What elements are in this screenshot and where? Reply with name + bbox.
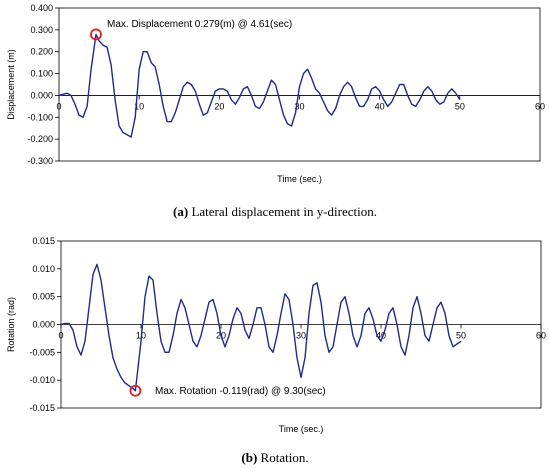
y-tick-label: 0.015 [32, 236, 55, 246]
caption-a-label: (a) [173, 204, 189, 219]
x-tick-label: 0 [58, 331, 63, 341]
x-tick-label: 30 [296, 331, 306, 341]
max-annotation: Max. Rotation -0.119(rad) @ 9.30(sec) [155, 386, 326, 397]
y-tick-label: -0.005 [29, 347, 55, 357]
y-axis-label: Displacement (m) [6, 49, 16, 120]
y-tick-label: -0.300 [27, 156, 53, 166]
y-tick-label: 0.300 [30, 25, 53, 35]
y-axis-label: Rotation (rad) [6, 297, 16, 352]
y-tick-label: -0.015 [29, 403, 55, 413]
y-tick-label: 0.000 [30, 90, 53, 100]
caption-a: (a) Lateral displacement in y-direction. [0, 204, 550, 220]
chart-a: 0.400 0.300 0.200 0.100 0.000 -0.100 -0.200 -0.… [6, 3, 545, 184]
caption-b-label: (b) [241, 450, 258, 465]
x-tick-label: 0 [56, 101, 61, 111]
x-tick-label: 30 [294, 101, 304, 111]
series-line [58, 33, 461, 138]
y-tick-label: 0.010 [32, 264, 55, 274]
y-tick-label: 0.200 [30, 47, 53, 57]
max-marker [90, 28, 102, 41]
caption-a-text: Lateral displacement in y-direction. [191, 204, 377, 219]
y-tick-label: 0.100 [30, 69, 53, 79]
x-tick-label: 40 [375, 101, 385, 111]
x-tick-label: 50 [456, 331, 466, 341]
y-tick-label: 0.000 [32, 320, 55, 330]
series-line [60, 263, 462, 392]
y-tick-label: 0.400 [30, 3, 53, 13]
y-tick-label: -0.010 [29, 375, 55, 385]
y-tick-label: -0.100 [27, 112, 53, 122]
caption-b-text: Rotation. [260, 450, 309, 465]
x-tick-label: 20 [214, 101, 224, 111]
x-tick-label: 40 [376, 331, 386, 341]
x-tick-label: 10 [134, 101, 144, 111]
x-tick-label: 60 [536, 331, 546, 341]
max-marker [129, 384, 142, 397]
y-tick-label: -0.200 [27, 134, 53, 144]
y-tick-label: 0.005 [32, 292, 55, 302]
plot-frame [58, 7, 541, 162]
x-axis-label: Time (sec.) [279, 424, 324, 434]
caption-b: (b) Rotation. [0, 450, 550, 466]
x-axis-label: Time (sec.) [277, 174, 322, 184]
x-tick-label: 60 [535, 101, 545, 111]
x-tick-label: 50 [455, 101, 465, 111]
max-annotation: Max. Displacement 0.279(m) @ 4.61(sec) [107, 19, 292, 30]
